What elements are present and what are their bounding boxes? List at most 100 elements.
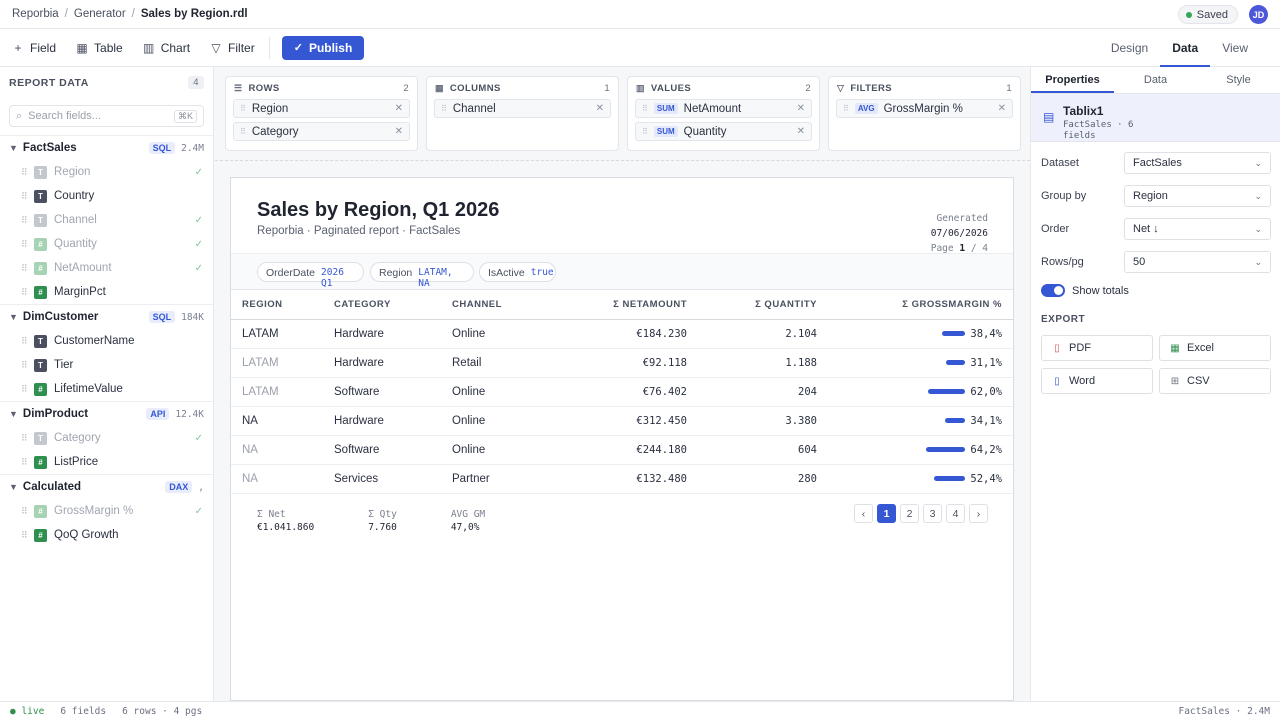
table-row[interactable]: LATAM Hardware Online €184.230 2.104 38,… [231,319,1013,349]
chevron-down-icon[interactable]: ▼ [9,143,18,153]
drag-handle-icon[interactable]: ⠿ [21,335,28,346]
drag-handle-icon[interactable]: ⠿ [21,383,28,394]
filters-pill-grossmargin[interactable]: ⠿ AVG GrossMargin % ✕ [836,99,1013,118]
col-header-channel[interactable]: CHANNEL [441,290,551,320]
drag-handle-icon[interactable]: ⠿ [21,432,28,443]
drag-handle-icon[interactable]: ⠿ [21,359,28,370]
field-item[interactable]: ⠿ # MarginPct [21,285,106,299]
export-word-button[interactable]: ▯ Word [1041,368,1153,394]
remove-icon[interactable]: ✕ [796,103,805,114]
export-csv-button[interactable]: ⊞ CSV [1159,368,1271,394]
field-item[interactable]: ⠿ T Channel ✓ [21,213,203,227]
col-header-grossmargin[interactable]: Σ GROSSMARGIN % [828,290,1013,320]
field-item[interactable]: ⠿ T Tier [21,358,74,372]
field-item[interactable]: ⠿ # ListPrice [21,455,99,469]
param-isactive[interactable]: IsActive true [479,262,556,282]
add-field-button[interactable]: + Field [12,41,56,55]
add-chart-button[interactable]: ▥ Chart [143,40,191,55]
rows-pill-region[interactable]: ⠿ Region ✕ [233,99,410,118]
remove-icon[interactable]: ✕ [796,126,805,137]
export-pdf-button[interactable]: ▯ PDF [1041,335,1153,361]
drag-handle-icon[interactable]: ⠿ [21,166,28,177]
page-button-2[interactable]: 2 [900,504,919,523]
field-item[interactable]: ⠿ T Country [21,189,95,203]
col-header-region[interactable]: REGION [231,290,323,320]
user-avatar[interactable]: JD [1249,5,1268,24]
field-search-input[interactable]: ⌕ Search fields... ⌘K [9,105,204,127]
drag-handle-icon[interactable]: ⠿ [240,127,246,136]
mode-tab-data[interactable]: Data [1160,29,1211,67]
table-row[interactable]: LATAM Software Online €76.402 204 62,0% [231,377,1013,407]
dataset-group-header[interactable]: ▼ FactSales SQL 2.4M [9,142,204,154]
drag-handle-icon[interactable]: ⠿ [240,104,246,113]
values-pill-netamount[interactable]: ⠿ SUM NetAmount ✕ [635,99,812,118]
remove-icon[interactable]: ✕ [394,126,403,137]
field-item[interactable]: ⠿ # GrossMargin % ✓ [21,504,203,518]
field-item[interactable]: ⠿ # NetAmount ✓ [21,261,203,275]
table-row[interactable]: NA Hardware Online €312.450 3.380 34,1% [231,406,1013,436]
field-item[interactable]: ⠿ # QoQ Growth [21,528,119,542]
breadcrumb-reporbia[interactable]: Reporbia [12,8,59,20]
chevron-down-icon[interactable]: ▼ [9,409,18,419]
add-filter-button[interactable]: ▽ Filter [211,40,255,55]
prev-page-button[interactable]: ‹ [854,504,873,523]
report-page[interactable]: Sales by Region, Q1 2026 Reporbia · Pagi… [230,177,1014,701]
next-page-button[interactable]: › [969,504,988,523]
values-well[interactable]: ▥ VALUES 2 ⠿ SUM NetAmount ✕ ⠿ SUM Quantity ✕ [627,76,820,151]
table-row[interactable]: NA Software Online €244.180 604 64,2% [231,435,1013,465]
field-item[interactable]: ⠿ # Quantity ✓ [21,237,203,251]
drag-handle-icon[interactable]: ⠿ [642,127,648,136]
remove-icon[interactable]: ✕ [595,103,604,114]
drag-handle-icon[interactable]: ⠿ [21,262,28,273]
field-item[interactable]: ⠿ T Category ✓ [21,431,203,445]
dataset-select[interactable]: FactSales ⌄ [1124,152,1271,174]
export-excel-button[interactable]: ▦ Excel [1159,335,1271,361]
col-header-category[interactable]: CATEGORY [323,290,441,320]
columns-pill-channel[interactable]: ⠿ Channel ✕ [434,99,611,118]
col-header-netamount[interactable]: Σ NETAMOUNT [551,290,698,320]
dataset-group-header[interactable]: ▼ Calculated DAX , [9,481,204,493]
param-region[interactable]: Region LATAM, NA [370,262,474,289]
tab-style[interactable]: Style [1226,74,1251,86]
values-pill-quantity[interactable]: ⠿ SUM Quantity ✕ [635,122,812,141]
group-by-select[interactable]: Region ⌄ [1124,185,1271,207]
dataset-group-header[interactable]: ▼ DimCustomer SQL 184K [9,311,204,323]
order-select[interactable]: Net ↓ ⌄ [1124,218,1271,240]
drag-handle-icon[interactable]: ⠿ [21,286,28,297]
publish-button[interactable]: ✓ Publish [281,35,365,60]
field-item[interactable]: ⠿ # LifetimeValue [21,382,123,396]
drag-handle-icon[interactable]: ⠿ [843,104,849,113]
table-row[interactable]: NA Services Partner €132.480 280 52,4% [231,464,1013,494]
drag-handle-icon[interactable]: ⠿ [441,104,447,113]
table-row[interactable]: LATAM Hardware Retail €92.118 1.188 31,1… [231,348,1013,378]
show-totals-toggle[interactable] [1041,284,1065,297]
rows-pill-category[interactable]: ⠿ Category ✕ [233,122,410,141]
drag-handle-icon[interactable]: ⠿ [21,529,28,540]
field-item[interactable]: ⠿ T CustomerName [21,334,135,348]
add-table-button[interactable]: ▦ Table [76,40,123,55]
chevron-down-icon[interactable]: ▼ [9,482,18,492]
chevron-down-icon[interactable]: ▼ [9,312,18,322]
col-header-quantity[interactable]: Σ QUANTITY [698,290,828,320]
remove-icon[interactable]: ✕ [394,103,403,114]
drag-handle-icon[interactable]: ⠿ [21,456,28,467]
page-button-1[interactable]: 1 [877,504,896,523]
page-button-3[interactable]: 3 [923,504,942,523]
field-item[interactable]: ⠿ T Region ✓ [21,165,203,179]
drag-handle-icon[interactable]: ⠿ [21,505,28,516]
page-button-4[interactable]: 4 [946,504,965,523]
mode-tab-design[interactable]: Design [1110,41,1149,55]
remove-icon[interactable]: ✕ [997,103,1006,114]
report-title[interactable]: Sales by Region, Q1 2026 [257,199,500,221]
drag-handle-icon[interactable]: ⠿ [642,104,648,113]
mode-tab-view[interactable]: View [1222,41,1248,55]
filters-well[interactable]: ▽ FILTERS 1 ⠿ AVG GrossMargin % ✕ [828,76,1021,151]
drag-handle-icon[interactable]: ⠿ [21,190,28,201]
report-table[interactable]: REGION CATEGORY CHANNEL Σ NETAMOUNT Σ QU… [231,290,1013,494]
rows-well[interactable]: ☰ ROWS 2 ⠿ Region ✕ ⠿ Category ✕ [225,76,418,151]
tab-properties[interactable]: Properties [1031,67,1114,93]
drag-handle-icon[interactable]: ⠿ [21,214,28,225]
tab-data[interactable]: Data [1143,74,1168,86]
dataset-group-header[interactable]: ▼ DimProduct API 12.4K [9,408,204,420]
drag-handle-icon[interactable]: ⠿ [21,238,28,249]
